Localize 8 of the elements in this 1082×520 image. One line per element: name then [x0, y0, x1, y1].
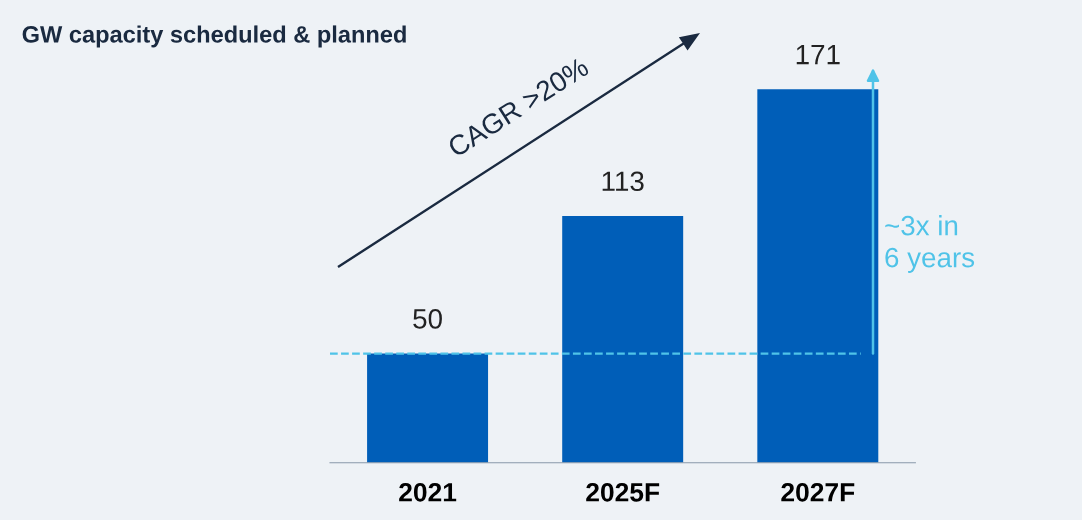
data-label: 113 [602, 171, 644, 192]
data-label: 50 [413, 309, 442, 329]
x-tick-label: 2021 [399, 482, 457, 502]
annotation: ~3x in 6 years [885, 215, 975, 273]
data-label: 171 [796, 45, 840, 65]
x-tick-label: 2027F [781, 482, 855, 502]
x-tick-label: 2025F [586, 482, 660, 502]
chart-title: GW capacity scheduled & planned [22, 25, 406, 48]
